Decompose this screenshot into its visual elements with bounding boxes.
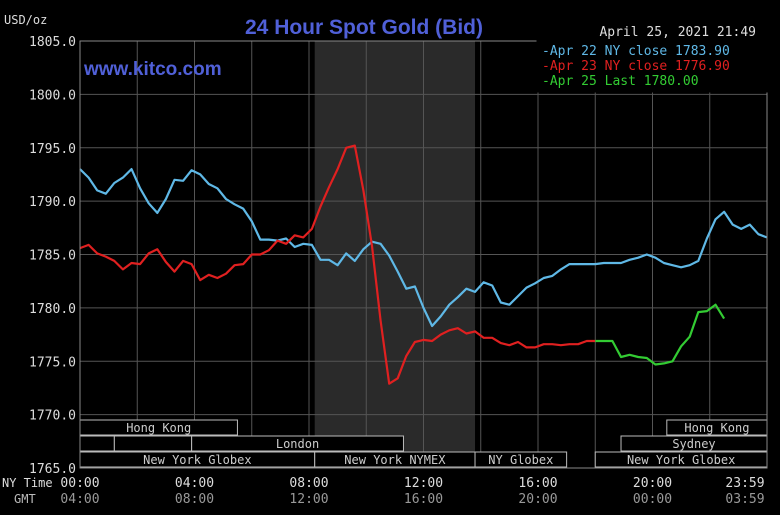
legend-entry: -Apr 23 NY close 1776.90 [542,59,730,74]
ny-time-tick: 04:00 [175,476,214,491]
y-tick-label: 1780.0 [29,302,76,317]
y-axis-ticks: 1805.0 1800.0 1795.0 1790.0 1785.0 1780.0 1775… [29,35,76,477]
session-box [113,435,193,452]
chart-title: 24 Hour Spot Gold (Bid) [245,16,483,39]
ny-time-tick: 20:00 [633,476,672,491]
y-tick-label: 1805.0 [29,35,76,50]
gmt-tick: 03:59 [725,492,764,507]
series-line [79,144,596,385]
ny-time-label: NY Time [2,476,53,490]
session-label: Sydney [672,437,715,451]
session-box [474,451,568,468]
ny-time-tick: 23:59 [725,476,764,491]
gmt-tick: 00:00 [633,492,672,507]
ny-time-tick: 12:00 [404,476,443,491]
session-label: New York Globex [627,453,735,467]
ny-time-tick: 00:00 [60,476,99,491]
y-tick-label: 1765.0 [29,462,76,477]
session-label: New York Globex [143,453,251,467]
y-tick-label: 1785.0 [29,249,76,264]
gmt-tick: 20:00 [518,492,557,507]
session-label: Hong Kong [126,421,191,435]
ny-time-tick: 16:00 [518,476,557,491]
legend-entry: -Apr 25 Last 1780.00 [542,74,699,89]
x-axis-ticks: 00:0004:0004:0008:0008:0012:0012:0016:00… [60,476,764,507]
legend: -Apr 22 NY close 1783.90-Apr 23 NY close… [536,39,768,93]
gmt-label: GMT [14,492,36,506]
y-tick-label: 1795.0 [29,142,76,157]
timestamp: April 25, 2021 21:49 [599,25,756,40]
session-box [79,435,115,452]
session-label: NY Globex [488,453,553,467]
series-line [79,168,768,328]
y-tick-label: 1775.0 [29,355,76,370]
session-label: Hong Kong [684,421,749,435]
gmt-tick: 08:00 [175,492,214,507]
gmt-tick: 04:00 [60,492,99,507]
unit-label: USD/oz [4,13,47,27]
series-lines [79,144,768,385]
series-line [595,303,726,366]
watermark: www.kitco.com [83,59,222,80]
legend-box [536,39,768,93]
session-box [191,435,404,452]
y-tick-label: 1790.0 [29,195,76,210]
gmt-tick: 16:00 [404,492,443,507]
session-label: New York NYMEX [344,453,446,467]
y-tick-label: 1800.0 [29,88,76,103]
ny-time-tick: 08:00 [289,476,328,491]
session-label: London [276,437,319,451]
gmt-tick: 12:00 [289,492,328,507]
legend-entry: -Apr 22 NY close 1783.90 [542,44,730,59]
plot-frame [79,40,768,469]
trading-sessions: Hong Kong London New York Globex New York N… [79,419,768,468]
y-tick-label: 1770.0 [29,409,76,424]
